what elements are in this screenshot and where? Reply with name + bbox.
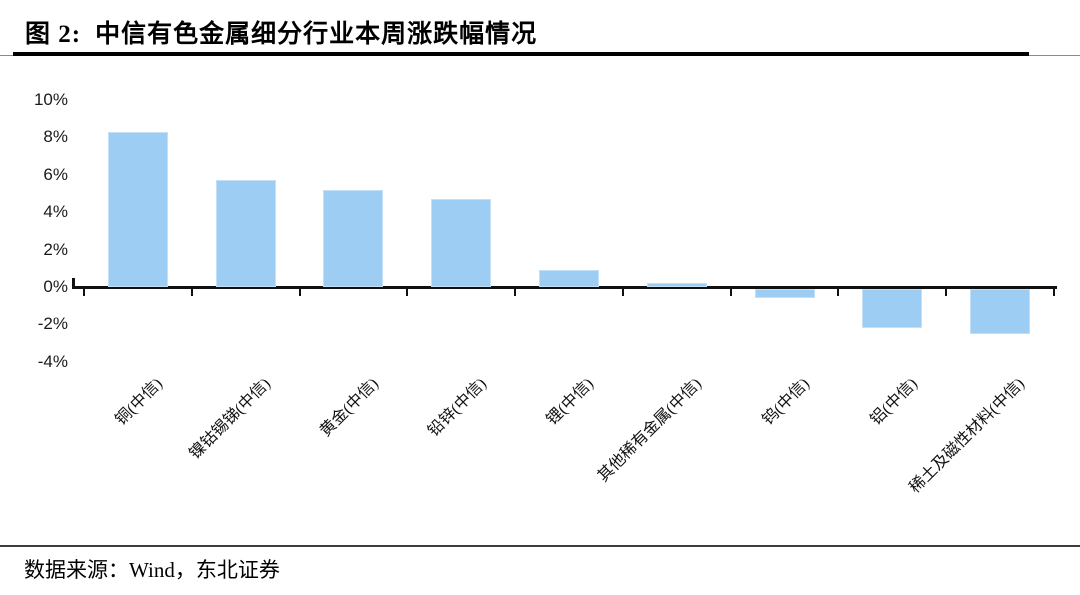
bar xyxy=(862,289,923,328)
category-label: 其他稀有金属(中信) xyxy=(594,375,706,486)
bar xyxy=(323,190,384,287)
title-underline xyxy=(13,52,1029,56)
category-label: 镍钴锡锑(中信) xyxy=(186,375,274,463)
y-axis-tick-label: -4% xyxy=(37,351,68,371)
y-axis-tick-label: 6% xyxy=(43,164,68,184)
bar xyxy=(107,132,168,287)
y-axis-tick-label: -2% xyxy=(37,314,68,334)
figure-header: 图 2: 中信有色金属细分行业本周涨跌幅情况 xyxy=(25,14,1055,50)
category-label: 黄金(中信) xyxy=(316,375,382,441)
bar xyxy=(754,289,815,298)
bar xyxy=(970,289,1031,334)
bar xyxy=(539,270,599,287)
x-axis-tick xyxy=(83,288,85,296)
x-axis-tick xyxy=(298,288,301,296)
figure-title: 中信有色金属细分行业本周涨跌幅情况 xyxy=(95,21,538,48)
x-axis-tick xyxy=(945,288,948,296)
category-label: 锂(中信) xyxy=(543,375,598,429)
category-label: 铜(中信) xyxy=(112,375,167,429)
y-axis-tick-label: 8% xyxy=(43,127,68,147)
x-axis-tick xyxy=(1053,288,1055,296)
bar xyxy=(646,283,707,287)
bar xyxy=(215,180,276,287)
category-label: 钨(中信) xyxy=(759,375,813,429)
x-axis-tick xyxy=(837,288,840,296)
category-label: 铝(中信) xyxy=(867,375,921,429)
figure-label: 图 2: xyxy=(25,21,82,48)
y-axis-tick-label: 4% xyxy=(43,202,68,222)
x-axis-tick xyxy=(621,288,624,296)
category-label: 稀土及磁性材料(中信) xyxy=(906,375,1029,497)
y-axis-tick-label: 2% xyxy=(43,239,68,259)
bar xyxy=(431,199,492,287)
footer-divider xyxy=(0,545,1080,547)
y-axis-tick-label: 0% xyxy=(43,277,68,296)
x-axis-tick xyxy=(729,288,732,296)
y-axis-tick-label: 10% xyxy=(33,90,68,109)
x-axis-tick xyxy=(514,288,517,296)
x-axis-line xyxy=(72,286,1057,289)
data-source: 数据来源：Wind，东北证券 xyxy=(24,558,280,582)
x-axis-tick xyxy=(190,288,193,296)
y-axis-zero-tick xyxy=(72,278,75,287)
category-label: 铅锌(中信) xyxy=(424,375,490,441)
x-axis-tick xyxy=(406,288,409,296)
bar-chart: 10% 8% 6% 4% 2% 0% -2% -4% 铜(中信) 镍钴锡锑(中信) 黄金(中信) 铅锌… xyxy=(33,90,1057,497)
